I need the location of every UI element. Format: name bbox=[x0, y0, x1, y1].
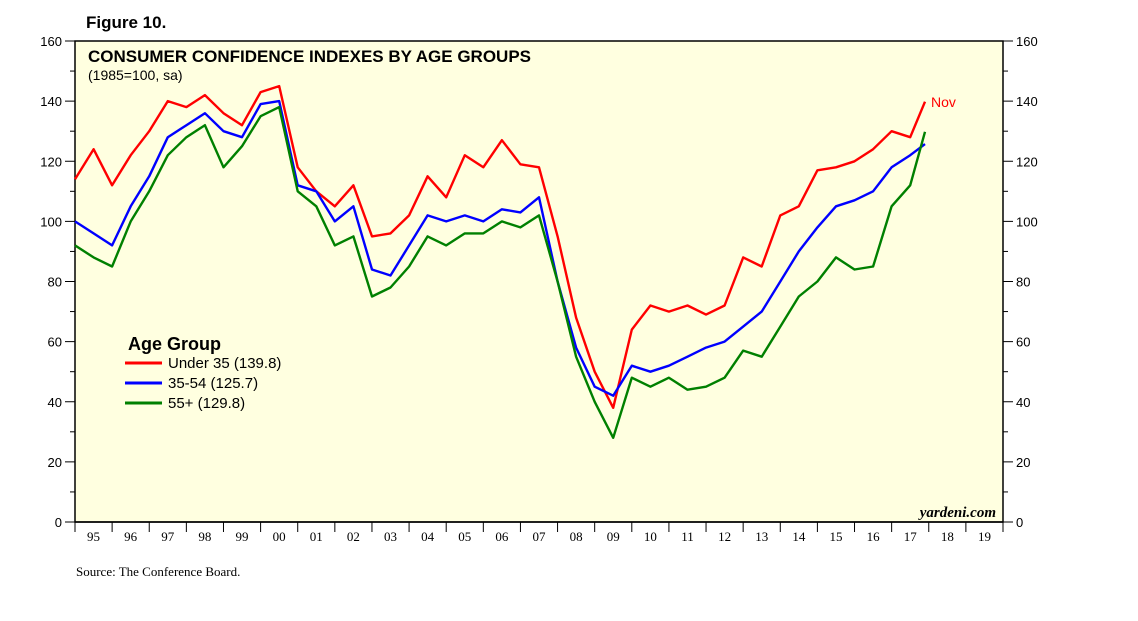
y-axis-left: 0 20 40 60 80 100 120 140 160 bbox=[40, 34, 75, 530]
chart-title: CONSUMER CONFIDENCE INDEXES BY AGE GROUP… bbox=[88, 47, 531, 66]
figure-label: Figure 10. bbox=[86, 13, 166, 32]
y-tick-label-left: 80 bbox=[48, 275, 62, 290]
x-tick-label: 08 bbox=[570, 529, 583, 544]
y-tick-label-left: 160 bbox=[40, 34, 62, 49]
series-lines bbox=[73, 84, 927, 439]
legend-label-2: 35-54 (125.7) bbox=[168, 375, 258, 392]
source-note: Source: The Conference Board. bbox=[76, 564, 240, 579]
x-tick-label: 15 bbox=[829, 529, 842, 544]
series-line-3 bbox=[74, 105, 927, 439]
y-tick-label-right: 80 bbox=[1016, 275, 1030, 290]
x-axis: 95 96 97 98 99 00 01 02 03 04 05 06 07 08 09 10 11 12 13 14… bbox=[74, 521, 1004, 544]
y-tick-label-left: 20 bbox=[48, 455, 62, 470]
y-tick-label-left: 140 bbox=[40, 94, 62, 109]
y-tick-label-right: 140 bbox=[1016, 94, 1038, 109]
x-tick-label: 04 bbox=[421, 529, 435, 544]
x-tick-label: 18 bbox=[941, 529, 954, 544]
series-line-2 bbox=[74, 99, 926, 397]
x-tick-label: 02 bbox=[347, 529, 360, 544]
x-tick-label: 99 bbox=[236, 529, 249, 544]
x-tick-label: 05 bbox=[458, 529, 471, 544]
y-tick-label-left: 100 bbox=[40, 214, 62, 229]
chart-subtitle: (1985=100, sa) bbox=[88, 67, 183, 83]
y-tick-label-right: 40 bbox=[1016, 395, 1030, 410]
y-tick-label-left: 60 bbox=[48, 335, 62, 350]
end-annotation: Nov bbox=[931, 94, 956, 110]
x-tick-label: 17 bbox=[904, 529, 918, 544]
x-tick-label: 13 bbox=[755, 529, 768, 544]
y-tick-label-right: 160 bbox=[1016, 34, 1038, 49]
y-axis-right: 0 20 40 60 80 100 120 140 160 bbox=[1003, 34, 1038, 530]
x-tick-label: 01 bbox=[310, 529, 323, 544]
legend-label-3: 55+ (129.8) bbox=[168, 395, 245, 412]
x-tick-label: 97 bbox=[161, 529, 175, 544]
y-tick-label-right: 120 bbox=[1016, 154, 1038, 169]
y-tick-label-left: 40 bbox=[48, 395, 62, 410]
x-tick-label: 03 bbox=[384, 529, 397, 544]
x-tick-label: 09 bbox=[607, 529, 620, 544]
x-tick-label: 16 bbox=[867, 529, 881, 544]
x-tick-label: 96 bbox=[124, 529, 138, 544]
y-tick-label-right: 60 bbox=[1016, 335, 1030, 350]
x-tick-label: 12 bbox=[718, 529, 731, 544]
y-tick-label-left: 0 bbox=[55, 515, 62, 530]
x-tick-label: 00 bbox=[273, 529, 286, 544]
y-tick-label-right: 100 bbox=[1016, 214, 1038, 229]
y-tick-label-right: 20 bbox=[1016, 455, 1030, 470]
x-tick-label: 98 bbox=[198, 529, 211, 544]
plot-area bbox=[74, 40, 1004, 523]
x-tick-label: 14 bbox=[792, 529, 806, 544]
legend: Age Group Under 35 (139.8) 35-54 (125.7) 5… bbox=[125, 334, 281, 412]
x-tick-label: 11 bbox=[681, 529, 694, 544]
watermark: yardeni.com bbox=[918, 505, 996, 521]
x-tick-label: 95 bbox=[87, 529, 100, 544]
y-tick-label-left: 120 bbox=[40, 154, 62, 169]
series-line-1 bbox=[73, 84, 927, 409]
legend-label-1: Under 35 (139.8) bbox=[168, 355, 281, 372]
x-tick-label: 07 bbox=[533, 529, 547, 544]
y-tick-label-right: 0 bbox=[1016, 515, 1023, 530]
legend-title: Age Group bbox=[128, 334, 221, 354]
x-tick-label: 19 bbox=[978, 529, 991, 544]
x-tick-label: 06 bbox=[495, 529, 509, 544]
x-tick-label: 10 bbox=[644, 529, 657, 544]
